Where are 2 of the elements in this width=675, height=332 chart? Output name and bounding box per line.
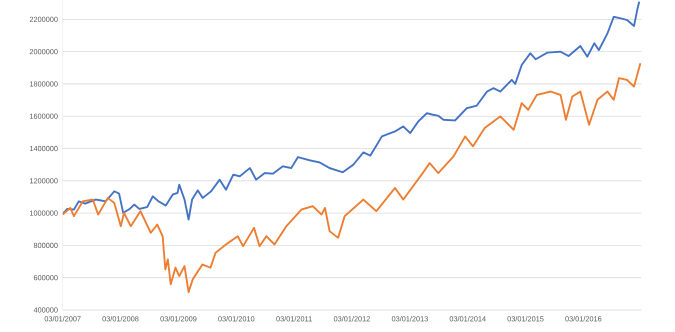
line-series bbox=[62, 62, 642, 293]
line-series bbox=[62, 0, 640, 221]
